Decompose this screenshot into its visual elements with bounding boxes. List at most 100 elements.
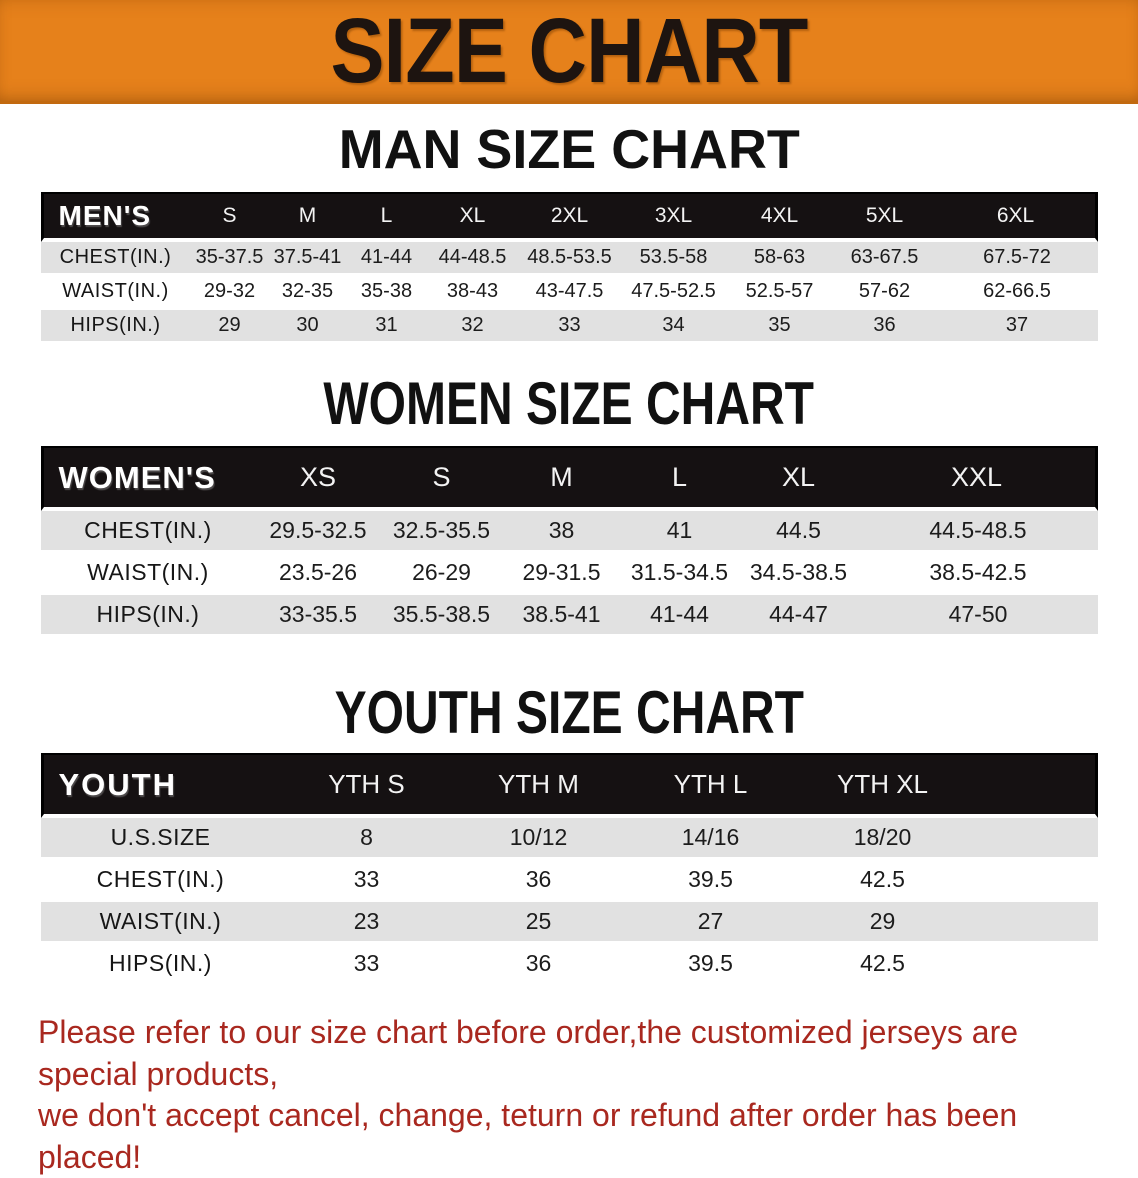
- table-row: WAIST(IN.) 29-32 32-35 35-38 38-43 43-47.5 47.…: [40, 276, 1098, 310]
- row-label: WAIST(IN.): [40, 276, 191, 310]
- size-charts: MAN SIZE CHART MEN'S S M L XL 2XL 3XL 4XL 5XL 6XL C…: [0, 122, 1138, 986]
- disclaimer-line-2: we don't accept cancel, change, teturn o…: [38, 1097, 1018, 1175]
- table-row: CHEST(IN.) 29.5-32.5 32.5-35.5 38 41 44.5 44.5…: [40, 511, 1098, 553]
- table-corner-label: MEN'S: [40, 192, 191, 242]
- mens-size-table: MEN'S S M L XL 2XL 3XL 4XL 5XL 6XL CHEST(IN.) 35-37…: [40, 192, 1098, 344]
- section-mens: MAN SIZE CHART MEN'S S M L XL 2XL 3XL 4XL 5XL 6XL C…: [0, 122, 1138, 344]
- row-label: CHEST(IN.): [40, 242, 191, 276]
- row-label: WAIST(IN.): [40, 902, 281, 944]
- youth-size-table: YOUTH YTH S YTH M YTH L YTH XL U.S.SIZE 8 10/12…: [40, 753, 1098, 986]
- header-row: WOMEN'S XS S M L XL XXL: [40, 446, 1098, 511]
- size-value-cell: 36: [452, 860, 625, 902]
- size-value-cell: 57-62: [832, 276, 937, 310]
- size-value-cell: 29.5-32.5: [255, 511, 381, 553]
- size-column-header: YTH XL: [796, 753, 969, 818]
- spacer-cell: [968, 944, 1098, 986]
- size-value-cell: 29-31.5: [502, 553, 621, 595]
- size-column-header: YTH L: [624, 753, 797, 818]
- row-label: CHEST(IN.): [40, 511, 256, 553]
- size-value-cell: 39.5: [624, 860, 797, 902]
- size-value-cell: 25: [452, 902, 625, 944]
- size-value-cell: 35.5-38.5: [380, 595, 503, 637]
- size-column-header: 5XL: [832, 192, 937, 242]
- size-value-cell: 23.5-26: [255, 553, 381, 595]
- size-value-cell: 37.5-41: [268, 242, 347, 276]
- size-chart-banner: SIZE CHART: [0, 0, 1138, 104]
- size-value-cell: 44.5-48.5: [858, 511, 1098, 553]
- mens-heading: MAN SIZE CHART: [338, 118, 800, 180]
- size-value-cell: 31.5-34.5: [620, 553, 739, 595]
- size-column-header: XL: [738, 446, 859, 511]
- size-value-cell: 23: [280, 902, 453, 944]
- size-column-header: L: [620, 446, 739, 511]
- size-value-cell: 10/12: [452, 818, 625, 860]
- size-column-header: XXL: [858, 446, 1098, 511]
- size-value-cell: 38.5-42.5: [858, 553, 1098, 595]
- size-value-cell: 62-66.5: [936, 276, 1098, 310]
- size-value-cell: 41: [620, 511, 739, 553]
- size-column-header: YTH S: [280, 753, 453, 818]
- youth-heading: YOUTH SIZE CHART: [334, 679, 804, 746]
- size-value-cell: 38-43: [426, 276, 519, 310]
- table-row: CHEST(IN.) 35-37.5 37.5-41 41-44 44-48.5 48.5…: [40, 242, 1098, 276]
- size-value-cell: 35-38: [346, 276, 427, 310]
- size-value-cell: 43-47.5: [518, 276, 621, 310]
- size-column-header: XL: [426, 192, 519, 242]
- size-value-cell: 26-29: [380, 553, 503, 595]
- size-value-cell: 32: [426, 310, 519, 344]
- size-value-cell: 27: [624, 902, 797, 944]
- size-value-cell: 44-47: [738, 595, 859, 637]
- table-corner-label: YOUTH: [40, 753, 281, 818]
- size-value-cell: 29-32: [190, 276, 269, 310]
- disclaimer-line-1: Please refer to our size chart before or…: [38, 1014, 1019, 1092]
- size-value-cell: 58-63: [726, 242, 833, 276]
- size-column-header: S: [380, 446, 503, 511]
- size-value-cell: 30: [268, 310, 347, 344]
- size-value-cell: 34.5-38.5: [738, 553, 859, 595]
- size-value-cell: 8: [280, 818, 453, 860]
- size-column-header: 6XL: [936, 192, 1098, 242]
- table-row: HIPS(IN.) 33 36 39.5 42.5: [40, 944, 1098, 986]
- row-label: HIPS(IN.): [40, 944, 281, 986]
- womens-heading: WOMEN SIZE CHART: [323, 370, 815, 437]
- header-row: YOUTH YTH S YTH M YTH L YTH XL: [40, 753, 1098, 818]
- size-column-header: L: [346, 192, 427, 242]
- spacer-cell: [968, 753, 1098, 818]
- size-value-cell: 44.5: [738, 511, 859, 553]
- size-value-cell: 33: [518, 310, 621, 344]
- size-value-cell: 32-35: [268, 276, 347, 310]
- size-value-cell: 18/20: [796, 818, 969, 860]
- row-label: U.S.SIZE: [40, 818, 281, 860]
- row-label: HIPS(IN.): [40, 595, 256, 637]
- table-row: CHEST(IN.) 33 36 39.5 42.5: [40, 860, 1098, 902]
- section-womens: WOMEN SIZE CHART WOMEN'S XS S M L XL XXL CHEST(I…: [0, 374, 1138, 637]
- banner-title: SIZE CHART: [330, 0, 809, 102]
- size-value-cell: 67.5-72: [936, 242, 1098, 276]
- size-value-cell: 35: [726, 310, 833, 344]
- disclaimer: Please refer to our size chart before or…: [38, 1012, 1118, 1178]
- header-row: MEN'S S M L XL 2XL 3XL 4XL 5XL 6XL: [40, 192, 1098, 242]
- table-row: HIPS(IN.) 33-35.5 35.5-38.5 38.5-41 41-44 44-…: [40, 595, 1098, 637]
- table-row: U.S.SIZE 8 10/12 14/16 18/20: [40, 818, 1098, 860]
- row-label: WAIST(IN.): [40, 553, 256, 595]
- spacer-cell: [968, 860, 1098, 902]
- table-row: WAIST(IN.) 23.5-26 26-29 29-31.5 31.5-34.5 34…: [40, 553, 1098, 595]
- size-value-cell: 36: [832, 310, 937, 344]
- size-value-cell: 38: [502, 511, 621, 553]
- row-label: HIPS(IN.): [40, 310, 191, 344]
- size-value-cell: 52.5-57: [726, 276, 833, 310]
- size-value-cell: 41-44: [346, 242, 427, 276]
- size-column-header: 3XL: [620, 192, 727, 242]
- size-column-header: M: [502, 446, 621, 511]
- size-value-cell: 53.5-58: [620, 242, 727, 276]
- size-column-header: 2XL: [518, 192, 621, 242]
- size-value-cell: 35-37.5: [190, 242, 269, 276]
- size-value-cell: 63-67.5: [832, 242, 937, 276]
- size-value-cell: 37: [936, 310, 1098, 344]
- size-value-cell: 38.5-41: [502, 595, 621, 637]
- size-value-cell: 33-35.5: [255, 595, 381, 637]
- size-value-cell: 31: [346, 310, 427, 344]
- size-value-cell: 39.5: [624, 944, 797, 986]
- size-column-header: S: [190, 192, 269, 242]
- size-value-cell: 29: [796, 902, 969, 944]
